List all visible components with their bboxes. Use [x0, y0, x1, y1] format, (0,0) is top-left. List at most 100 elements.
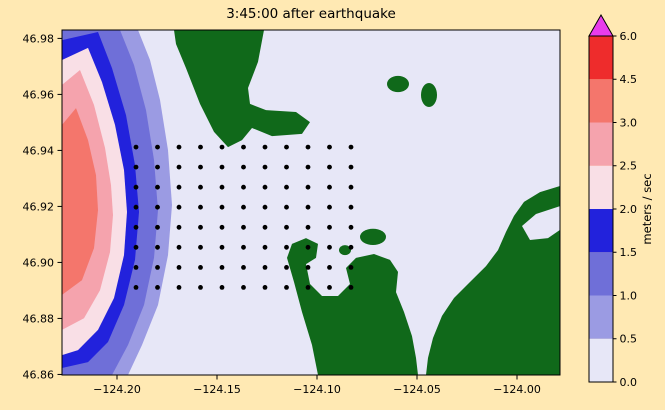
- gauge-dot: [262, 244, 268, 250]
- gauge-dot: [133, 204, 139, 210]
- gauge-dot: [284, 285, 289, 290]
- gauge-dot: [155, 164, 160, 170]
- gauge-dot: [327, 184, 332, 190]
- speed-band-3.0-4.5: [62, 108, 98, 295]
- y-tick-label: 46.96: [23, 88, 55, 101]
- y-tick-label: 46.88: [23, 312, 55, 325]
- gauge-dot: [348, 265, 354, 270]
- gauge-dot: [327, 144, 332, 150]
- colorbar-segment-4: [589, 165, 613, 209]
- gauge-dot: [198, 224, 203, 230]
- gauge-dot: [327, 224, 332, 230]
- colorbar-segment-3: [589, 209, 613, 253]
- gauge-dot: [176, 204, 182, 210]
- colorbar-tick-label: 0.5: [620, 333, 638, 346]
- island-2: [360, 228, 386, 245]
- colorbar-tick-label: 6.0: [620, 30, 638, 43]
- gauge-dot: [198, 184, 203, 190]
- gauge-dot: [241, 285, 246, 290]
- gauge-dot: [133, 184, 139, 190]
- gauge-dot: [155, 265, 160, 270]
- x-tick-label: −124.00: [493, 383, 541, 396]
- gauge-dot: [133, 224, 139, 230]
- gauge-dot: [284, 184, 289, 190]
- gauge-dot: [176, 265, 182, 270]
- gauge-dot: [176, 184, 182, 190]
- gauge-dot: [348, 164, 354, 170]
- gauge-dot: [305, 244, 311, 250]
- gauge-dot: [305, 184, 311, 190]
- gauge-dot: [305, 285, 311, 290]
- gauge-dot: [198, 244, 203, 250]
- colorbar-tick-label: 2.0: [620, 203, 638, 216]
- y-tick-label: 46.92: [23, 200, 55, 213]
- gauge-dot: [155, 244, 160, 250]
- gauge-dot: [327, 285, 332, 290]
- gauge-dot: [305, 164, 311, 170]
- x-tick-label: −124.05: [393, 383, 441, 396]
- colorbar-tick-label: 1.0: [620, 289, 638, 302]
- land-south-shore: [287, 238, 418, 375]
- gauge-dot: [219, 184, 225, 190]
- colorbar-segment-6: [589, 79, 613, 123]
- gauge-dot: [241, 184, 246, 190]
- colorbar-label: meters / sec: [640, 173, 654, 244]
- gauge-dot: [198, 265, 203, 270]
- plot-title: 3:45:00 after earthquake: [226, 6, 396, 22]
- gauge-dot: [327, 164, 332, 170]
- y-tick-label: 46.90: [23, 256, 55, 269]
- island-3: [339, 245, 351, 256]
- gauge-dot: [262, 144, 268, 150]
- colorbar-segment-7: [589, 36, 613, 80]
- gauge-dot: [155, 144, 160, 150]
- gauge-dot: [176, 224, 182, 230]
- gauge-dot: [305, 224, 311, 230]
- gauge-dot: [262, 184, 268, 190]
- gauge-dot: [241, 265, 246, 270]
- gauge-dot: [133, 265, 139, 270]
- gauge-dot: [348, 285, 354, 290]
- colorbar-segment-5: [589, 122, 613, 166]
- gauge-dot: [198, 144, 203, 150]
- x-tick-label: −124.20: [93, 383, 141, 396]
- x-tick-label: −124.10: [293, 383, 341, 396]
- gauge-dot: [284, 144, 289, 150]
- gauge-dot: [327, 244, 332, 250]
- gauge-dot: [198, 285, 203, 290]
- gauge-dot: [155, 184, 160, 190]
- y-tick-label: 46.86: [23, 368, 55, 381]
- colorbar-tick-label: 2.5: [620, 160, 638, 173]
- colorbar-tick-label: 0.0: [620, 376, 638, 389]
- gauge-dot: [241, 244, 246, 250]
- gauge-dot: [262, 285, 268, 290]
- gauge-dot: [305, 144, 311, 150]
- gauge-dot: [348, 184, 354, 190]
- gauge-dot: [284, 204, 289, 210]
- gauge-dot: [198, 204, 203, 210]
- gauge-dot: [219, 285, 225, 290]
- gauge-dot: [219, 164, 225, 170]
- gauge-dot: [241, 164, 246, 170]
- water-east-inlet: [522, 206, 560, 240]
- gauge-dot: [219, 265, 225, 270]
- gauge-dot: [176, 164, 182, 170]
- gauge-dot: [155, 204, 160, 210]
- gauge-dot: [262, 224, 268, 230]
- plot-frame: [61, 29, 561, 376]
- gauge-dot: [176, 285, 182, 290]
- gauge-dot: [155, 224, 160, 230]
- gauge-dot: [305, 265, 311, 270]
- y-tick-label: 46.98: [23, 32, 55, 45]
- colorbar-tick-label: 1.5: [620, 246, 638, 259]
- gauge-dot: [348, 204, 354, 210]
- gauge-dot: [241, 144, 246, 150]
- gauge-dot: [262, 265, 268, 270]
- gauge-dot: [327, 265, 332, 270]
- gauge-dot: [155, 285, 160, 290]
- map-layer: [62, 30, 560, 375]
- colorbar-over-arrow: [588, 13, 614, 37]
- gauge-dot: [176, 144, 182, 150]
- gauge-dot: [219, 224, 225, 230]
- gauge-dot: [219, 144, 225, 150]
